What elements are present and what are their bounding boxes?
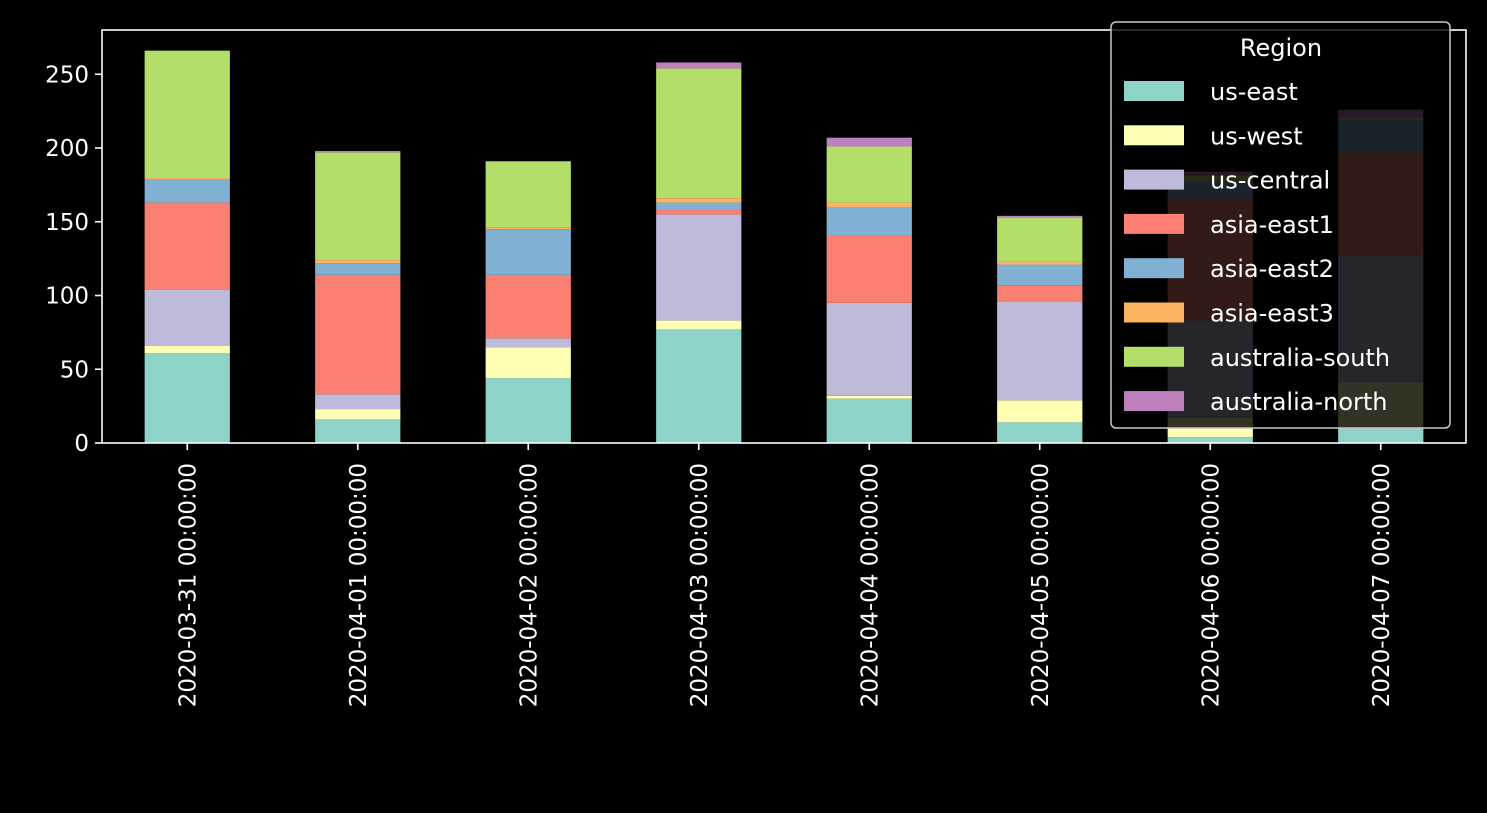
y-tick-label: 100	[45, 284, 89, 310]
bar-australia-south-3	[485, 161, 571, 228]
bar-us-west-5	[826, 395, 912, 399]
bar-asia-east3-2	[315, 260, 401, 264]
bar-us-central-6	[997, 301, 1083, 401]
bar-asia-east2-2	[315, 263, 401, 275]
bar-australia-south-4	[656, 68, 742, 199]
bar-asia-east2-5	[826, 207, 912, 236]
legend-swatch-asia-east3	[1124, 302, 1184, 323]
bar-asia-east2-6	[997, 264, 1083, 286]
legend-title: Region	[1240, 34, 1322, 62]
plot-frame	[101, 29, 1467, 444]
bar-us-east-6	[997, 422, 1083, 443]
legend-label-us-east: us-east	[1210, 78, 1298, 106]
y-tick-label: 200	[45, 136, 89, 162]
bar-australia-south-1	[144, 50, 230, 178]
x-tick-label: 2020-04-01 00:00:00	[346, 463, 372, 707]
bar-australia-south-6	[997, 217, 1083, 262]
x-tick-label: 2020-03-31 00:00:00	[175, 463, 201, 707]
bar-australia-south-2	[315, 152, 401, 261]
bar-us-central-3	[485, 338, 571, 348]
legend-swatch-us-east	[1124, 81, 1184, 101]
x-tick-label: 2020-04-04 00:00:00	[857, 463, 883, 707]
bar-us-west-1	[144, 345, 230, 354]
y-axis: 0 50 100 150 200 250	[45, 62, 102, 457]
bar-asia-east3-6	[997, 261, 1083, 265]
legend-swatch-asia-east2	[1124, 258, 1184, 279]
x-axis: 2020-03-31 00:00:00 2020-04-01 00:00:00 20…	[175, 443, 1395, 707]
legend-swatch-australia-north	[1124, 391, 1184, 412]
bar-us-west-2	[315, 409, 401, 420]
bar-us-east-4	[656, 329, 742, 443]
bar-us-east-3	[485, 378, 571, 443]
bar-us-west-3	[485, 347, 571, 379]
bar-australia-north-4	[656, 62, 742, 69]
bar-asia-east3-4	[656, 198, 742, 203]
bar-asia-east3-5	[826, 202, 912, 207]
bar-us-central-2	[315, 394, 401, 410]
bar-asia-east2-3	[485, 229, 571, 275]
legend-label-asia-east3: asia-east3	[1210, 300, 1334, 328]
bar-asia-east3-1	[144, 177, 230, 179]
bar-us-east-2	[315, 419, 401, 443]
bar-us-east-7	[1167, 437, 1253, 443]
x-tick-label: 2020-04-02 00:00:00	[516, 463, 542, 707]
bar-asia-east1-3	[485, 274, 571, 339]
legend-box	[1110, 21, 1451, 429]
legend-swatch-us-west	[1124, 125, 1184, 146]
legend-label-australia-south: australia-south	[1210, 344, 1390, 372]
legend-label-us-west: us-west	[1210, 122, 1303, 150]
bar-us-central-4	[656, 214, 742, 321]
legend-swatch-us-central	[1124, 169, 1184, 190]
legend-label-us-central: us-central	[1210, 167, 1330, 195]
bar-asia-east1-5	[826, 235, 912, 303]
bar-us-west-4	[656, 320, 742, 330]
legend-swatch-australia-south	[1124, 346, 1184, 367]
x-tick-label: 2020-04-05 00:00:00	[1028, 463, 1054, 707]
bar-asia-east1-1	[144, 202, 230, 290]
x-tick-label: 2020-04-07 00:00:00	[1369, 463, 1395, 707]
legend-swatch-asia-east1	[1124, 213, 1184, 234]
y-tick-label: 50	[60, 357, 89, 383]
bar-asia-east2-4	[656, 202, 742, 210]
bar-us-west-6	[997, 400, 1083, 423]
bar-us-east-1	[144, 353, 230, 443]
y-tick-label: 250	[45, 62, 89, 88]
legend: Region us-east us-west us-central asia-east…	[1110, 21, 1451, 429]
legend-label-asia-east2: asia-east2	[1210, 255, 1334, 283]
bar-us-central-5	[826, 302, 912, 396]
bar-asia-east3-3	[485, 227, 571, 230]
bar-us-east-8	[1338, 428, 1424, 443]
legend-items: us-east us-west us-central asia-east1 asia-e…	[1124, 78, 1390, 416]
bar-australia-north-2	[315, 150, 401, 153]
bar-asia-east1-4	[656, 209, 742, 215]
bar-australia-north-6	[997, 215, 1083, 218]
y-tick-label: 150	[45, 210, 89, 236]
bar-australia-north-5	[826, 137, 912, 147]
y-tick-label: 0	[74, 431, 89, 457]
legend-label-australia-north: australia-north	[1210, 388, 1388, 416]
bar-us-central-1	[144, 289, 230, 346]
bar-asia-east2-1	[144, 178, 230, 203]
legend-label-asia-east1: asia-east1	[1210, 211, 1334, 239]
bar-asia-east1-6	[997, 285, 1083, 302]
x-tick-label: 2020-04-06 00:00:00	[1198, 463, 1224, 707]
x-tick-label: 2020-04-03 00:00:00	[687, 463, 713, 707]
bar-us-east-5	[826, 398, 912, 443]
bar-australia-south-5	[826, 146, 912, 203]
bar-asia-east1-2	[315, 274, 401, 395]
